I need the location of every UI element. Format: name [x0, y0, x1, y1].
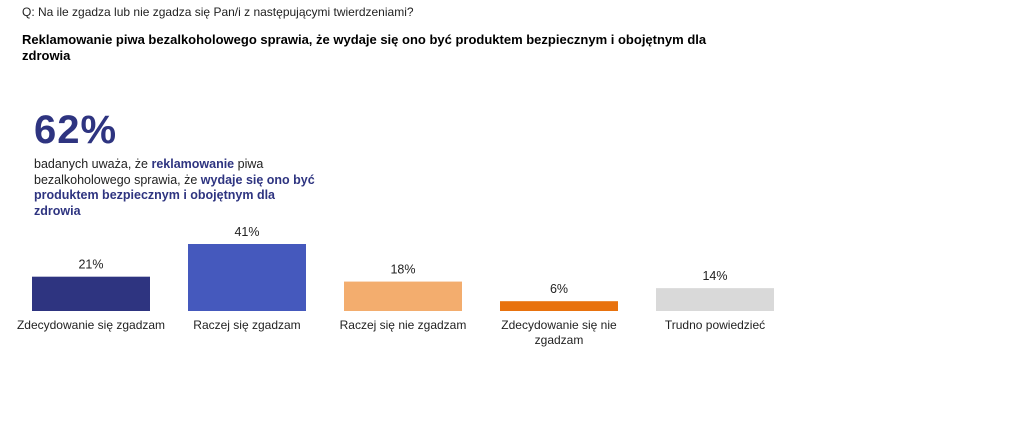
bar-2	[188, 244, 306, 311]
bar-value-label-5: 14%	[702, 269, 727, 283]
key-finding-value: 62%	[34, 108, 118, 152]
key-finding-text: badanych uważa, że reklamowanie piwa bez…	[34, 157, 324, 219]
key-finding-text-part-2: piwa bezalkoholowego sprawia, że	[34, 157, 264, 187]
category-label-3: Raczej się nie zgadzam	[340, 318, 467, 332]
key-finding-highlight-2: wydaje się ono być produktem bezpiecznym…	[34, 172, 315, 218]
bar-value-label-2: 41%	[234, 225, 259, 239]
category-label-4: Zdecydowanie się nie zgadzam	[501, 318, 617, 347]
bar-5	[656, 288, 774, 311]
bar-value-label-1: 21%	[78, 258, 103, 272]
bar-4	[500, 301, 618, 311]
key-finding-callout: 62% badanych uważa, że reklamowanie piwa…	[34, 108, 324, 219]
bar-value-label-4: 6%	[550, 282, 568, 296]
bar-3	[344, 281, 462, 311]
category-label-5: Trudno powiedzieć	[665, 318, 765, 332]
bar-1	[32, 276, 150, 311]
survey-question: Q: Na ile zgadza lub nie zgadza się Pan/…	[22, 5, 414, 19]
chart-title: Reklamowanie piwa bezalkoholowego sprawi…	[22, 32, 707, 63]
bar-value-label-3: 18%	[390, 263, 415, 277]
key-finding-text-part-1: badanych uważa, że	[34, 157, 152, 171]
category-label-1: Zdecydowanie się zgadzam	[17, 318, 165, 332]
key-finding-highlight-1: reklamowanie	[151, 157, 235, 171]
category-label-2: Raczej się zgadzam	[193, 318, 300, 332]
